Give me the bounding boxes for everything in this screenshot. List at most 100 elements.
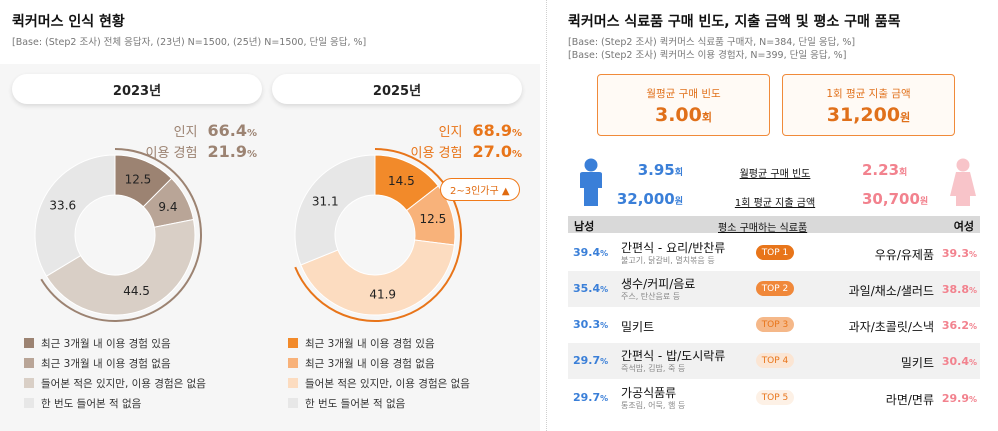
unit: 회 [674,168,683,178]
legend-swatch [288,358,298,368]
legend-swatch [288,378,298,388]
legend-item: 들어본 적은 있지만, 이용 경험은 없음 [288,373,470,393]
male-item-name: 간편식 - 밥/도시락류 [621,349,726,363]
items-header: 평소 구매하는 식료품 [718,223,808,234]
awareness-ring [294,148,462,322]
kpi-label: 1회 평균 지출 금액 [826,88,911,100]
rank-badge: TOP 3 [756,317,794,332]
male-spend: 32,000원 [613,190,683,208]
donut-slice [300,239,455,316]
legend-item: 한 번도 들어본 적 없음 [24,393,206,413]
household-badge: 2~3인가구 ▲ [440,178,520,201]
table-row: 39.4% 간편식 - 요리/반찬류 불고기, 닭갈비, 멸치볶음 등 TOP 1 우유… [568,235,980,271]
female-percent: 29.9% [941,392,977,405]
male-percent: 29.7% [573,391,609,404]
male-spend-value: 32,000 [616,190,675,208]
left-base-note: [Base: (Step2 조사) 전체 응답자, (23년) N=1500, … [12,37,367,48]
legend-label: 최근 3개월 내 이용 경험 있음 [41,337,171,350]
legend-label: 최근 3개월 내 이용 경험 없음 [305,357,435,370]
female-percent: 39.3% [941,247,977,260]
kpi-spend-box: 1회 평균 지출 금액 31,200원 [782,74,955,136]
donut-slice [294,154,376,266]
kpi-unit: 회 [701,111,712,124]
use-stat-2023: 이용 경험 21.9 % [107,142,258,161]
table-row: 35.4% 생수/커피/음료 주스, 탄산음료 등 TOP 2 과일/채소/샐러드 38.… [568,271,980,307]
left-title: 퀵커머스 인식 현황 [12,14,125,30]
unit: 회 [899,168,908,178]
use-label: 이용 경험 [410,146,463,161]
donut-slice [45,218,196,316]
female-frequency-value: 2.23 [862,161,900,179]
slice-value-label: 12.5 [125,173,152,187]
kpi-value: 31,200원 [783,104,954,126]
table-header: 남성 평소 구매하는 식료품 여성 [568,216,980,234]
slice-value-label: 9.4 [158,200,177,214]
use-label: 이용 경험 [145,146,198,161]
table-row: 29.7% 가공식품류 통조림, 어묵, 햄 등 TOP 5 라면/면류 29.9% [568,380,980,416]
stats-2025: 인지 68.9 % 이용 경험 27.0 % [372,121,523,161]
legend-item: 한 번도 들어본 적 없음 [288,393,470,413]
legend-item: 최근 3개월 내 이용 경험 없음 [24,353,206,373]
aware-stat-2023: 인지 66.4 % [107,121,257,140]
legend-2025: 최근 3개월 내 이용 경험 있음 최근 3개월 내 이용 경험 없음 들어본 … [288,333,470,413]
legend-swatch [24,358,34,368]
slice-value-label: 33.6 [49,198,76,212]
donut-slice [34,154,116,277]
panel-divider [546,0,547,431]
donut-chart-2025: 14.5 12.5 41.9 31.1 [294,148,462,322]
female-item-name: 과일/채소/샐러드 [848,284,934,298]
use-value: 27.0 [472,142,512,161]
female-person-icon [950,158,976,206]
year-pill-2025: 2025년 [272,74,522,104]
slice-value-label: 12.5 [420,212,447,226]
donut-chart-2023: 12.5 9.4 44.5 33.6 [34,148,202,322]
kpi-label: 월평균 구매 빈도 [646,88,721,100]
legend-label: 최근 3개월 내 이용 경험 없음 [41,357,171,370]
legend-item: 최근 3개월 내 이용 경험 없음 [288,353,470,373]
aware-value: 66.4 [207,121,247,140]
male-item-name: 생수/커피/음료 [621,277,696,291]
legend-item: 최근 3개월 내 이용 경험 있음 [24,333,206,353]
pct-sign: % [511,149,522,160]
female-frequency: 2.23회 [862,161,907,179]
kpi-frequency-box: 월평균 구매 빈도 3.00회 [597,74,770,136]
rank-badge: TOP 5 [756,390,794,405]
aware-value: 68.9 [472,121,512,140]
female-spend: 30,700원 [862,190,928,208]
female-percent: 30.4% [941,355,977,368]
male-item-examples: 불고기, 닭갈비, 멸치볶음 등 [621,256,715,265]
rank-badge: TOP 1 [756,245,794,260]
unit: 원 [919,197,929,207]
pct-sign: % [511,128,522,139]
slice-value-label: 31.1 [312,194,339,208]
male-item-name: 가공식품류 [621,386,677,400]
legend-label: 최근 3개월 내 이용 경험 있음 [305,337,435,350]
male-item-name: 간편식 - 요리/반찬류 [621,241,726,255]
male-percent: 30.3% [573,318,609,331]
pct-sign: % [246,149,257,160]
rank-badge: TOP 4 [756,353,794,368]
legend-item: 최근 3개월 내 이용 경험 있음 [288,333,470,353]
male-person-icon [580,158,602,206]
male-percent: 39.4% [573,246,609,259]
female-item-name: 밀키트 [900,356,934,370]
table-row: 30.3% 밀키트 TOP 3 과자/초콜릿/스낵 36.2% [568,307,980,343]
right-title: 퀵커머스 식료품 구매 빈도, 지출 금액 및 평소 구매 품목 [568,14,901,30]
slice-value-label: 14.5 [388,174,415,188]
gender-spend-label: 1회 평균 지출 금액 [734,198,816,209]
kpi-unit: 원 [900,111,911,124]
legend-swatch [24,338,34,348]
legend-swatch [24,378,34,388]
female-header: 여성 [953,220,974,233]
female-item-name: 과자/초콜릿/스낵 [848,320,934,334]
aware-label: 인지 [173,125,198,140]
pct-sign: % [246,128,257,139]
legend-label: 한 번도 들어본 적 없음 [41,397,142,410]
female-spend-value: 30,700 [862,190,920,208]
kpi-number: 3.00 [654,104,702,126]
gender-frequency-label: 월평균 구매 빈도 [739,169,811,180]
male-percent: 35.4% [573,282,609,295]
aware-label: 인지 [438,125,463,140]
aware-stat-2025: 인지 68.9 % [372,121,522,140]
awareness-ring [40,148,202,322]
